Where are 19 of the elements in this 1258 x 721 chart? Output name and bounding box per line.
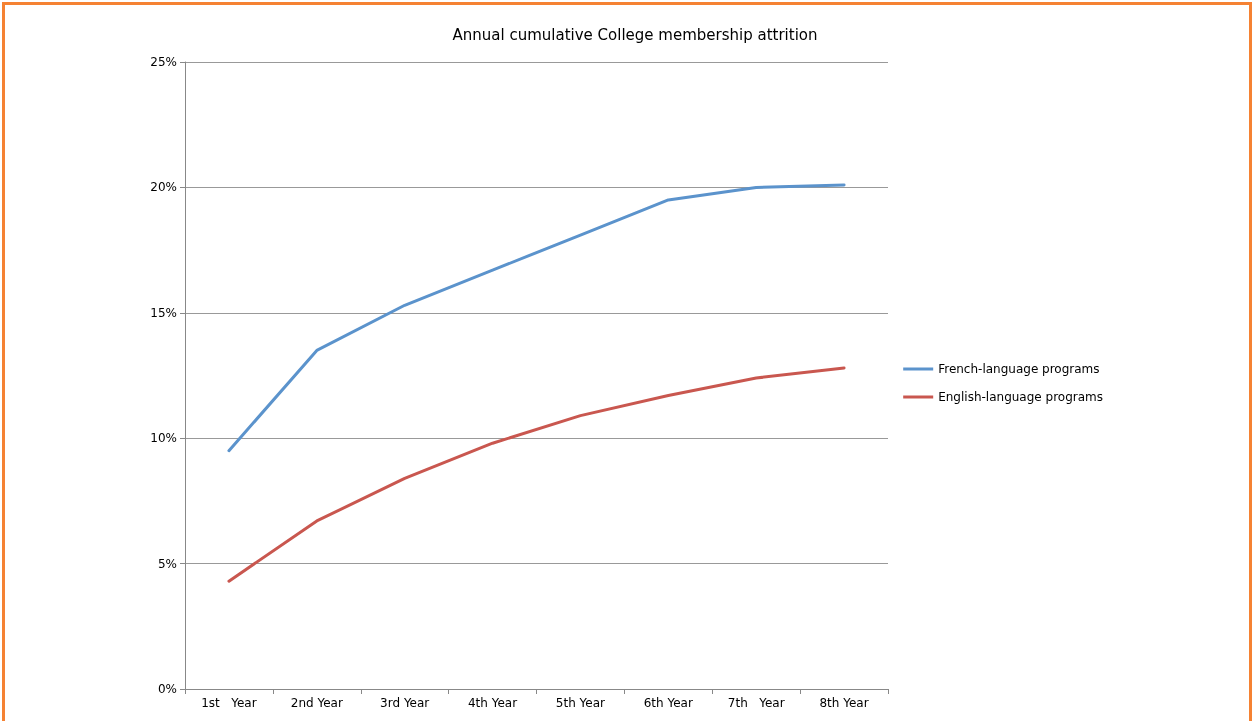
- x-tick-label: 3rd Year: [380, 696, 430, 710]
- line-series: [227, 366, 846, 583]
- y-tick-label: 0%: [157, 682, 177, 696]
- x-tick-label: 2nd Year: [290, 696, 343, 710]
- y-tick-label: 25%: [150, 55, 177, 69]
- x-tick-label: 7th Year: [727, 696, 785, 710]
- x-tick-label: 8th Year: [819, 696, 869, 710]
- x-tick-label: 4th Year: [467, 696, 518, 710]
- x-tick-label: 1st Year: [201, 696, 257, 710]
- y-tick-label: 15%: [150, 305, 177, 320]
- y-tick-label: 5%: [157, 556, 177, 571]
- y-tick-label: 10%: [150, 431, 177, 446]
- chart-title: Annual cumulative College membership attrition: [452, 25, 818, 44]
- x-tick-label: 6th Year: [643, 696, 693, 710]
- x-tick-label: 5th Year: [555, 696, 606, 710]
- y-tick-label: 20%: [150, 180, 177, 195]
- line-series: [227, 183, 846, 453]
- legend-label: English-language programs: [938, 390, 1104, 404]
- legend-label: French-language programs: [938, 362, 1100, 376]
